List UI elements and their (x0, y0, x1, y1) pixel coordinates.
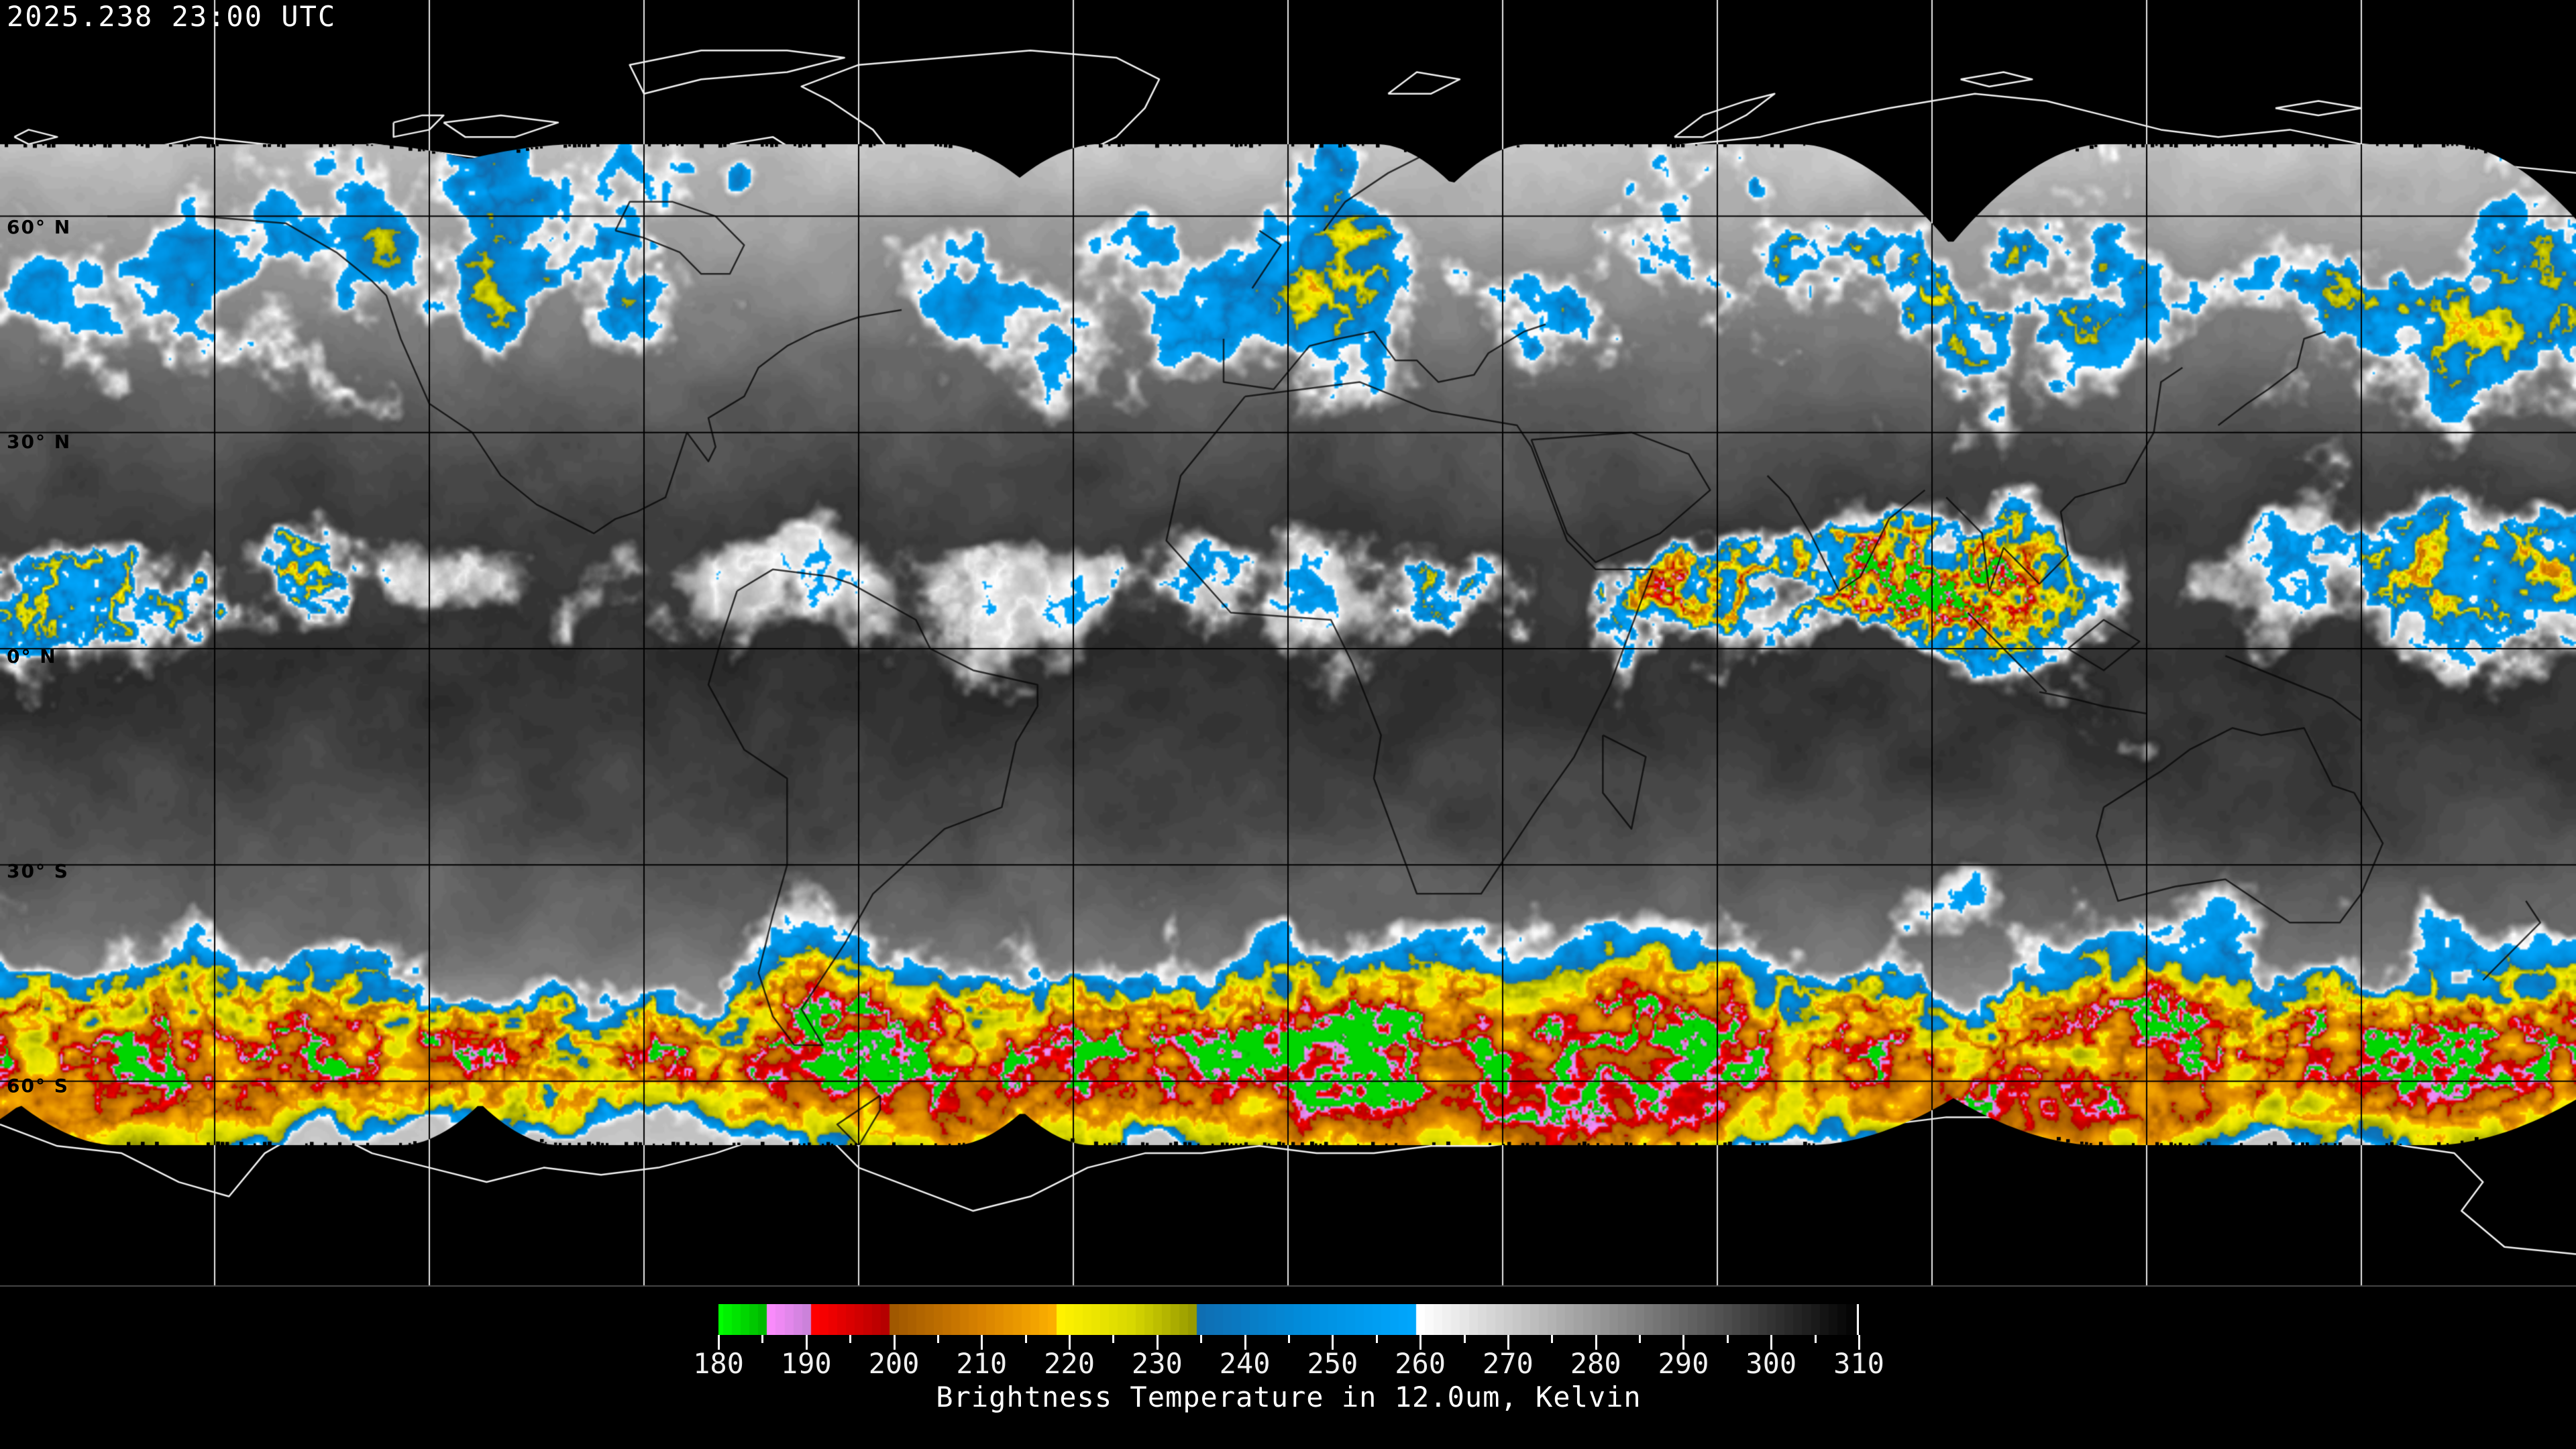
latitude-label-0n: 0° N (7, 645, 57, 667)
colorbar-minor-tick (936, 1335, 939, 1343)
colorbar-tick-label: 210 (956, 1347, 1008, 1380)
colorbar-tick-label: 260 (1395, 1347, 1446, 1380)
colorbar-minor-tick (1551, 1335, 1554, 1343)
satellite-map-canvas (0, 0, 2576, 1297)
colorbar-minor-tick (1288, 1335, 1290, 1343)
colorbar-major-tick (1770, 1335, 1773, 1350)
colorbar-minor-tick (1112, 1335, 1115, 1343)
colorbar-major-tick (1858, 1335, 1860, 1350)
colorbar-major-tick (981, 1335, 983, 1350)
latitude-label-30n: 30° N (7, 431, 72, 453)
latitude-label-60s: 60° S (7, 1075, 69, 1097)
colorbar-minor-tick (849, 1335, 852, 1343)
colorbar-minor-tick (1814, 1335, 1817, 1343)
colorbar-tick-label: 250 (1307, 1347, 1358, 1380)
colorbar-major-tick (893, 1335, 896, 1350)
colorbar-tick-label: 200 (868, 1347, 920, 1380)
colorbar-tick-label: 220 (1044, 1347, 1095, 1380)
colorbar-major-tick (1419, 1335, 1422, 1350)
colorbar-tick-label: 290 (1658, 1347, 1709, 1380)
colorbar-minor-tick (1200, 1335, 1203, 1343)
colorbar-tick-label: 190 (780, 1347, 832, 1380)
colorbar-title: Brightness Temperature in 12.0um, Kelvin (936, 1381, 1642, 1413)
colorbar-major-tick (718, 1335, 720, 1350)
colorbar-tick-label: 280 (1570, 1347, 1621, 1380)
colorbar-major-tick (1595, 1335, 1597, 1350)
colorbar-minor-tick (1463, 1335, 1466, 1343)
latitude-label-30s: 30° S (7, 860, 69, 882)
colorbar-tick-label: 230 (1131, 1347, 1183, 1380)
colorbar-major-tick (1332, 1335, 1334, 1350)
colorbar-minor-tick (1375, 1335, 1378, 1343)
colorbar-tick-label: 270 (1482, 1347, 1534, 1380)
colorbar-major-tick (1156, 1335, 1159, 1350)
colorbar-major-tick (1507, 1335, 1509, 1350)
timestamp: 2025.238 23:00 UTC (7, 0, 337, 33)
colorbar-major-tick (1682, 1335, 1685, 1350)
colorbar-major-tick (1244, 1335, 1246, 1350)
colorbar-tick-label: 300 (1746, 1347, 1797, 1380)
colorbar-tick-label: 240 (1219, 1347, 1271, 1380)
colorbar-gradient (718, 1304, 1859, 1335)
colorbar-major-tick (805, 1335, 808, 1350)
colorbar-minor-tick (1726, 1335, 1729, 1343)
colorbar-minor-tick (761, 1335, 764, 1343)
colorbar-minor-tick (1639, 1335, 1642, 1343)
latitude-label-60n: 60° N (7, 216, 72, 238)
colorbar-minor-tick (1024, 1335, 1027, 1343)
colorbar-tick-label: 180 (693, 1347, 744, 1380)
colorbar-major-tick (1069, 1335, 1071, 1350)
colorbar-tick-label: 310 (1833, 1347, 1884, 1380)
